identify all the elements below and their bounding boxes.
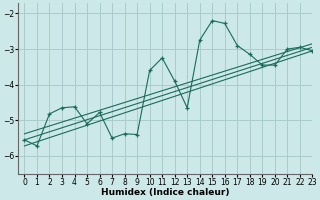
X-axis label: Humidex (Indice chaleur): Humidex (Indice chaleur): [101, 188, 229, 197]
